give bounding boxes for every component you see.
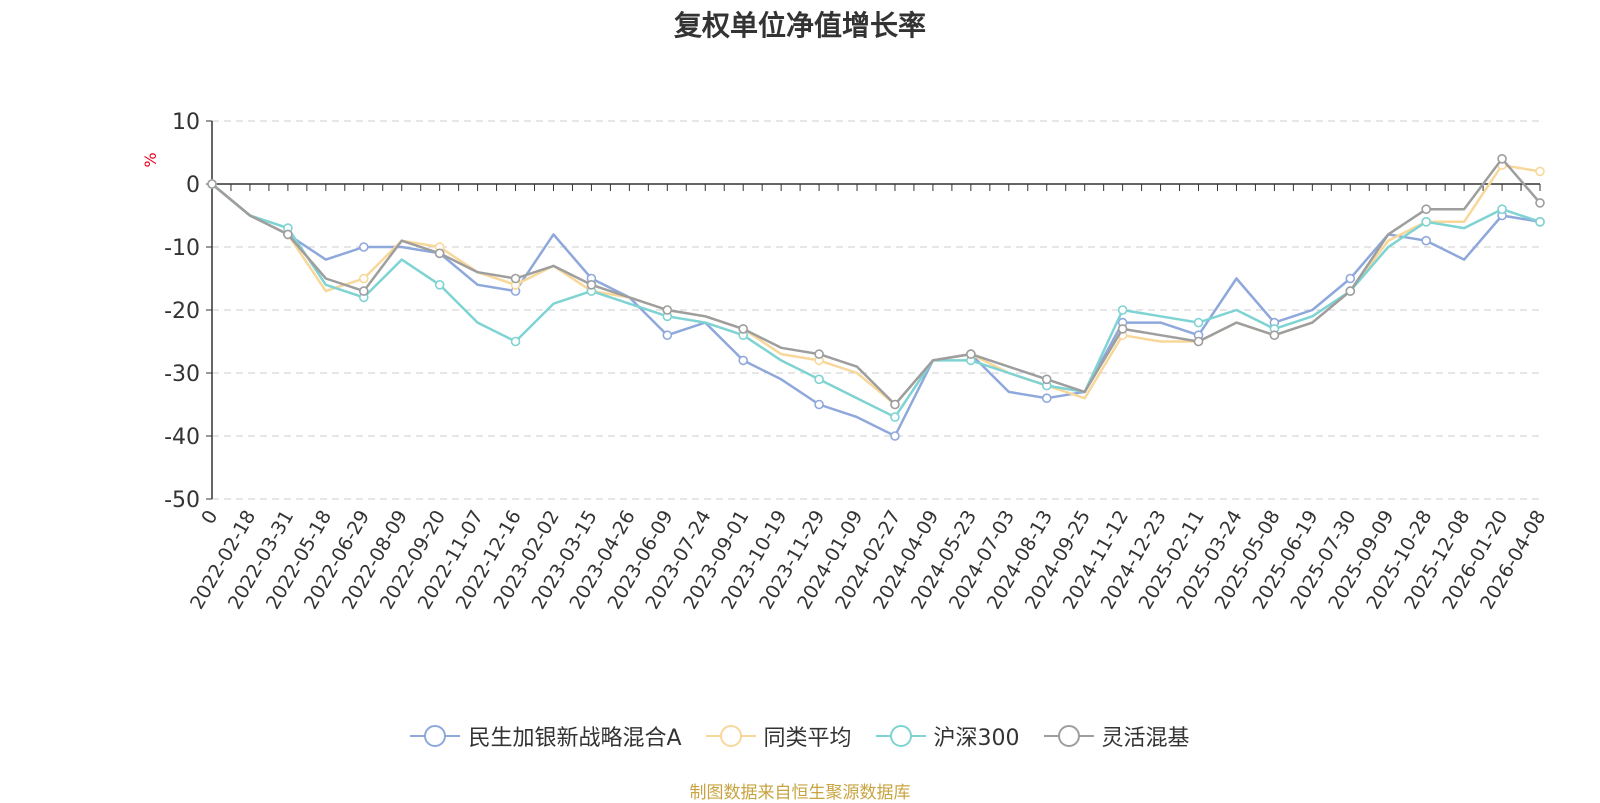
data-point <box>738 324 749 334</box>
data-point <box>510 336 521 347</box>
data-point <box>814 374 824 385</box>
y-tick-label: -30 <box>164 362 200 387</box>
data-point <box>1497 154 1507 164</box>
y-tick-label: -50 <box>164 488 200 513</box>
data-point <box>890 399 900 410</box>
y-tick-label: 0 <box>186 173 200 198</box>
y-tick-label: -20 <box>164 299 200 324</box>
data-point <box>890 431 900 441</box>
data-point <box>207 179 217 189</box>
series-layer <box>207 154 1545 441</box>
legend-item[interactable]: 同类平均 <box>705 720 852 752</box>
data-point <box>358 286 369 296</box>
data-point <box>1117 305 1128 315</box>
data-point <box>434 279 445 290</box>
legend-label: 民生加银新战略混合A <box>468 726 682 751</box>
data-point <box>890 412 900 422</box>
axis-layer: 100-10-20-30-40-5002022-02-182022-03-312… <box>164 110 1550 613</box>
y-tick-label: 10 <box>172 110 200 135</box>
data-point <box>1041 393 1052 404</box>
data-point <box>1193 317 1204 328</box>
data-point <box>1041 374 1052 385</box>
data-point <box>283 229 293 240</box>
data-point <box>1193 336 1204 347</box>
y-tick-label: -40 <box>164 425 200 450</box>
data-point <box>814 399 824 410</box>
data-point <box>1535 166 1545 177</box>
data-point <box>1421 235 1431 246</box>
legend-item[interactable]: 沪深300 <box>875 720 1020 752</box>
y-tick-label: -10 <box>164 236 200 261</box>
data-point <box>358 242 369 252</box>
data-point <box>510 273 521 284</box>
legend-swatch-icon <box>705 725 756 747</box>
legend-item[interactable]: 灵活混基 <box>1043 720 1190 752</box>
data-point <box>1421 204 1431 214</box>
legend-swatch-icon <box>410 725 461 747</box>
x-tick-label: 0 <box>197 507 222 528</box>
data-point <box>1117 324 1128 334</box>
legend-swatch-icon <box>875 725 926 747</box>
data-point <box>358 273 369 284</box>
legend: 民生加银新战略混合A 同类平均 沪深300 灵活混基 <box>0 720 1600 752</box>
data-point <box>1535 198 1545 208</box>
data-point <box>738 355 749 366</box>
series-line <box>211 183 1541 419</box>
legend-label: 同类平均 <box>763 726 852 751</box>
data-point <box>586 279 597 290</box>
data-point <box>1345 273 1356 284</box>
grid-layer <box>212 120 1540 500</box>
data-point <box>1269 330 1280 341</box>
data-point <box>1535 217 1545 227</box>
data-point <box>662 305 673 315</box>
data-point <box>434 248 445 259</box>
data-point <box>1345 286 1356 296</box>
legend-item[interactable]: 民生加银新战略混合A <box>410 720 682 752</box>
series-line <box>211 157 1541 406</box>
data-point <box>1497 204 1507 214</box>
legend-label: 沪深300 <box>933 726 1020 751</box>
legend-label: 灵活混基 <box>1101 726 1190 751</box>
data-point <box>662 330 673 341</box>
legend-swatch-icon <box>1043 725 1094 747</box>
data-point <box>814 349 824 359</box>
chart-title: 复权单位净值增长率 <box>673 9 926 42</box>
y-axis-unit: % <box>141 152 160 167</box>
data-source-note: 制图数据来自恒生聚源数据库 <box>689 783 911 803</box>
data-point <box>966 349 976 359</box>
data-point <box>1421 217 1431 227</box>
